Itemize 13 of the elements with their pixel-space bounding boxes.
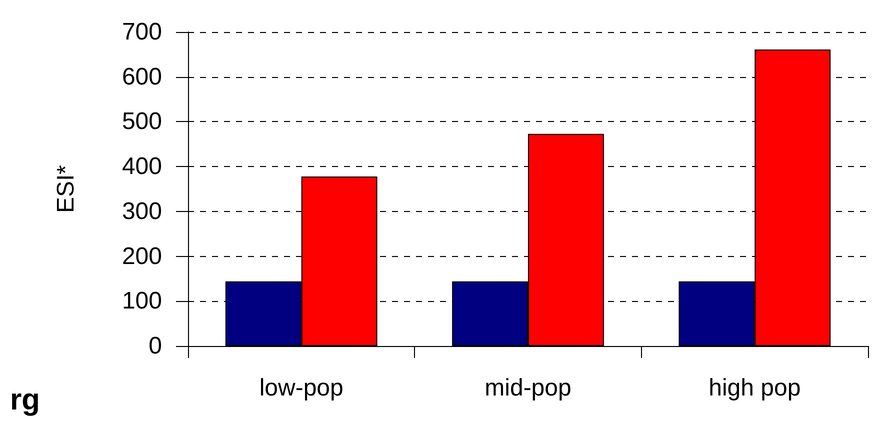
y-tick-label: 600 bbox=[122, 63, 162, 90]
x-tick-label: low-pop bbox=[259, 374, 344, 402]
y-tick-label: 200 bbox=[122, 242, 162, 270]
y-tick-label: 100 bbox=[122, 288, 162, 315]
x-tick-label: mid-pop bbox=[484, 374, 572, 402]
y-tick-label: 700 bbox=[122, 18, 162, 46]
text: rg bbox=[10, 384, 40, 416]
y-tick-label: 400 bbox=[122, 153, 162, 180]
y-tick-label: 500 bbox=[122, 108, 162, 136]
y-tick-label: 300 bbox=[122, 198, 162, 225]
y-axis-title: ESI* bbox=[52, 164, 80, 214]
x-tick-label: high pop bbox=[708, 374, 801, 402]
y-tick-label: 0 bbox=[148, 332, 162, 360]
